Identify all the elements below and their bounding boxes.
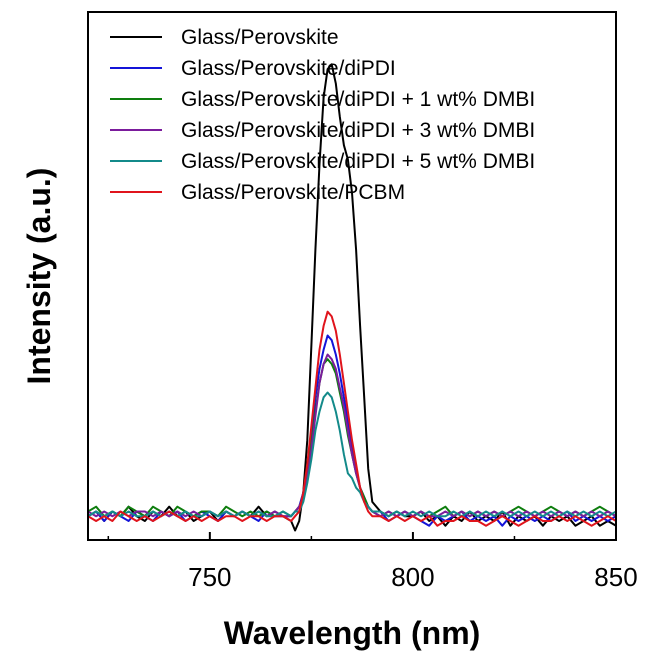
x-tick-label: 850 — [594, 562, 637, 592]
y-axis-title: Intensity (a.u.) — [21, 168, 57, 385]
legend: Glass/Perovskite Glass/Perovskite/diPDI Gl… — [110, 26, 535, 204]
series-line-5 — [88, 391, 616, 518]
x-axis-title: Wavelength (nm) — [224, 615, 481, 651]
legend-label-2: Glass/Perovskite/diPDI — [181, 57, 396, 80]
legend-label-3: Glass/Perovskite/diPDI + 1 wt% DMBI — [181, 88, 535, 111]
plot-frame — [87, 11, 617, 541]
legend-label-6: Glass/Perovskite/PCBM — [181, 181, 405, 204]
legend-label-4: Glass/Perovskite/diPDI + 3 wt% DMBI — [181, 119, 535, 142]
x-tick-label: 750 — [188, 562, 231, 592]
x-tick-label: 800 — [391, 562, 434, 592]
series-layer — [88, 63, 616, 532]
x-axis: 750 800 850 — [107, 532, 638, 592]
series-line-1 — [88, 63, 616, 532]
series-line-2 — [88, 334, 616, 527]
series-line-6 — [88, 310, 616, 527]
legend-label-1: Glass/Perovskite — [181, 26, 339, 49]
legend-label-5: Glass/Perovskite/diPDI + 5 wt% DMBI — [181, 150, 535, 173]
